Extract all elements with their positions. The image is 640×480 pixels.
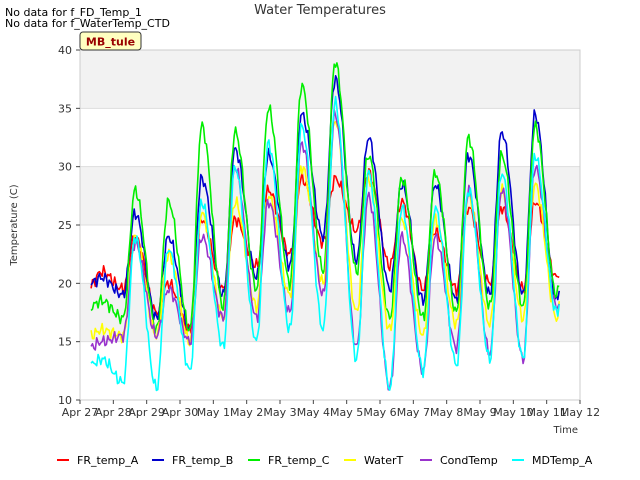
y-tick-label: 10 [58, 394, 72, 407]
legend-item: FR_temp_A [57, 452, 138, 468]
legend-swatch [344, 459, 356, 461]
y-tick-label: 25 [58, 219, 72, 232]
x-tick-label: Apr 29 [128, 406, 165, 419]
x-tick-label: May 12 [560, 406, 600, 419]
series-line-MDTemp_A [90, 95, 560, 392]
legend-swatch [420, 459, 432, 461]
x-tick-label: Apr 30 [162, 406, 199, 419]
x-tick-label: May 9 [463, 406, 496, 419]
y-tick-label: 30 [58, 161, 72, 174]
legend-item: MDTemp_A [512, 452, 592, 468]
legend-label: FR_temp_C [268, 453, 330, 467]
x-tick-label: May 10 [493, 406, 533, 419]
x-tick-label: Apr 28 [95, 406, 132, 419]
series-line-FR_temp_C [90, 62, 560, 335]
no-data-note-1: No data for f_FD_Temp_1 [5, 6, 142, 19]
y-tick-label: 40 [58, 44, 72, 57]
x-tick-label: Apr 27 [62, 406, 99, 419]
legend-label: CondTemp [440, 453, 498, 467]
chart-legend: FR_temp_A FR_temp_B FR_temp_C WaterT CondTem… [0, 452, 640, 470]
x-tick-label: May 2 [230, 406, 263, 419]
x-tick-label: May 3 [263, 406, 296, 419]
legend-swatch [512, 459, 524, 461]
x-tick-label: May 8 [430, 406, 463, 419]
background-band [80, 50, 580, 109]
y-tick-label: 15 [58, 336, 72, 349]
legend-item: WaterT [344, 452, 403, 468]
legend-label: WaterT [364, 453, 404, 467]
x-tick-label: May 6 [363, 406, 396, 419]
x-tick-label: May 4 [297, 406, 330, 419]
y-axis-label: Temperature (C) [9, 184, 20, 266]
site-label: MB_tule [86, 36, 135, 49]
legend-label: FR_temp_A [77, 453, 139, 467]
legend-swatch [248, 459, 260, 461]
no-data-note-2: No data for f_WaterTemp_CTD [5, 17, 170, 30]
site-label-box: MB_tule [79, 31, 142, 51]
chart-title: Water Temperatures [254, 3, 386, 18]
x-tick-label: May 11 [527, 406, 567, 419]
legend-swatch [152, 459, 164, 461]
legend-label: FR_temp_B [172, 453, 234, 467]
legend-item: FR_temp_C [248, 452, 329, 468]
legend-label: MDTemp_A [532, 453, 593, 467]
x-axis-label: Time [553, 425, 578, 436]
y-tick-label: 20 [58, 277, 72, 290]
legend-swatch [57, 459, 69, 461]
x-tick-label: May 5 [330, 406, 363, 419]
legend-item: CondTemp [420, 452, 498, 468]
legend-item: FR_temp_B [152, 452, 233, 468]
y-tick-label: 35 [58, 102, 72, 115]
x-tick-label: May 1 [197, 406, 230, 419]
x-tick-label: May 7 [397, 406, 430, 419]
